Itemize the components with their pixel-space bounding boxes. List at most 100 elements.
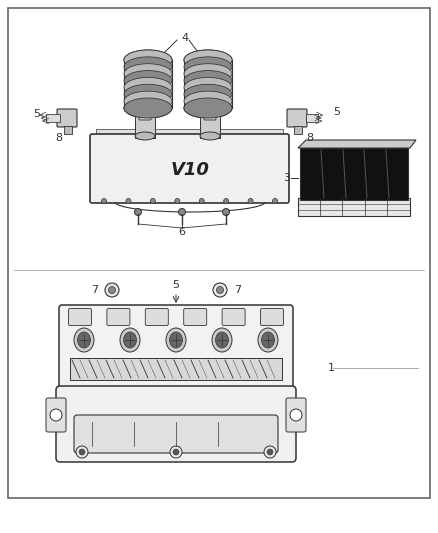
FancyBboxPatch shape (68, 309, 92, 326)
Ellipse shape (135, 110, 155, 118)
Ellipse shape (132, 101, 164, 115)
Circle shape (208, 113, 212, 117)
FancyBboxPatch shape (145, 309, 168, 326)
FancyBboxPatch shape (56, 386, 296, 462)
Ellipse shape (124, 91, 172, 111)
Ellipse shape (124, 98, 172, 118)
Circle shape (143, 113, 147, 117)
Circle shape (109, 287, 116, 294)
Text: 4: 4 (181, 33, 189, 43)
Circle shape (170, 446, 182, 458)
Ellipse shape (261, 332, 275, 348)
Circle shape (173, 449, 179, 455)
Ellipse shape (184, 98, 232, 118)
Bar (135, 114, 155, 138)
Text: 6: 6 (179, 227, 186, 237)
FancyBboxPatch shape (204, 110, 216, 120)
FancyBboxPatch shape (107, 309, 130, 326)
Ellipse shape (124, 98, 172, 118)
Ellipse shape (74, 328, 94, 352)
Text: 5: 5 (333, 107, 340, 117)
FancyBboxPatch shape (59, 305, 293, 391)
Circle shape (199, 198, 204, 204)
Ellipse shape (124, 50, 172, 70)
Bar (200, 114, 220, 138)
Circle shape (213, 283, 227, 297)
Ellipse shape (124, 77, 172, 98)
FancyBboxPatch shape (139, 110, 151, 120)
Text: 8: 8 (306, 133, 313, 143)
Ellipse shape (120, 328, 140, 352)
Bar (294, 126, 302, 134)
Circle shape (76, 446, 88, 458)
Text: V10: V10 (170, 161, 209, 179)
FancyBboxPatch shape (57, 109, 77, 127)
Ellipse shape (184, 57, 232, 77)
Circle shape (175, 198, 180, 204)
Polygon shape (298, 140, 416, 148)
Text: 5: 5 (173, 280, 180, 290)
Circle shape (223, 208, 230, 215)
Ellipse shape (124, 84, 172, 104)
Ellipse shape (184, 98, 232, 118)
Bar (96, 129, 283, 194)
FancyBboxPatch shape (74, 415, 278, 453)
Ellipse shape (184, 50, 232, 70)
Ellipse shape (166, 328, 186, 352)
Ellipse shape (184, 50, 232, 70)
Circle shape (224, 198, 229, 204)
FancyBboxPatch shape (90, 134, 289, 203)
FancyBboxPatch shape (286, 398, 306, 432)
Circle shape (290, 409, 302, 421)
Text: 5: 5 (33, 109, 40, 119)
Ellipse shape (184, 91, 232, 111)
Text: 7: 7 (234, 285, 241, 295)
Text: 3: 3 (283, 173, 290, 183)
Bar (298, 198, 410, 216)
Ellipse shape (184, 77, 232, 98)
Circle shape (264, 446, 276, 458)
Circle shape (126, 198, 131, 204)
Ellipse shape (258, 328, 278, 352)
Ellipse shape (135, 132, 155, 140)
Bar (300, 148, 408, 200)
Ellipse shape (184, 84, 232, 104)
Ellipse shape (215, 332, 229, 348)
Circle shape (50, 409, 62, 421)
Circle shape (79, 449, 85, 455)
Bar (306, 114, 318, 122)
FancyBboxPatch shape (261, 309, 283, 326)
FancyBboxPatch shape (222, 309, 245, 326)
Circle shape (216, 287, 223, 294)
Ellipse shape (200, 132, 220, 140)
Text: 7: 7 (91, 285, 98, 295)
Bar (46, 114, 60, 122)
FancyBboxPatch shape (46, 398, 66, 432)
Circle shape (105, 283, 119, 297)
Ellipse shape (124, 50, 172, 70)
Ellipse shape (184, 70, 232, 91)
Circle shape (102, 198, 106, 204)
Ellipse shape (200, 110, 220, 118)
Circle shape (179, 208, 186, 215)
Ellipse shape (124, 332, 137, 348)
Ellipse shape (124, 57, 172, 77)
Ellipse shape (170, 332, 183, 348)
FancyBboxPatch shape (184, 309, 207, 326)
Bar (64, 126, 72, 134)
Ellipse shape (124, 64, 172, 84)
FancyBboxPatch shape (287, 109, 307, 127)
Ellipse shape (184, 64, 232, 84)
Ellipse shape (124, 70, 172, 91)
Circle shape (134, 208, 141, 215)
Circle shape (267, 449, 273, 455)
Bar (70, 358, 282, 380)
Ellipse shape (212, 328, 232, 352)
Ellipse shape (192, 101, 224, 115)
Ellipse shape (78, 332, 91, 348)
Text: 8: 8 (55, 133, 62, 143)
Circle shape (272, 198, 278, 204)
Circle shape (150, 198, 155, 204)
Circle shape (248, 198, 253, 204)
Text: 1: 1 (328, 363, 335, 373)
